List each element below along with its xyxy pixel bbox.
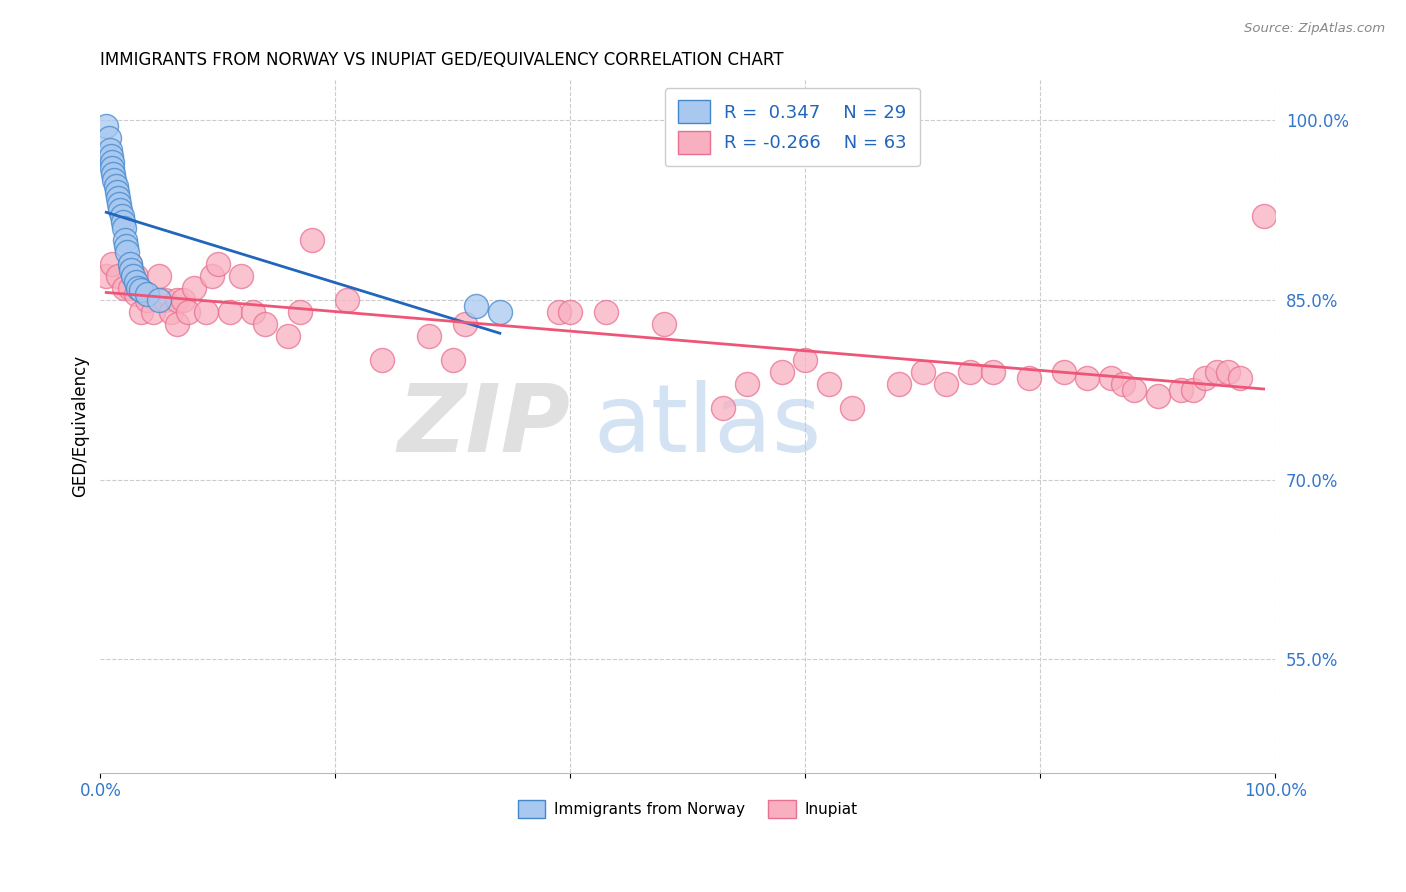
Point <box>166 293 188 307</box>
Point <box>1076 371 1098 385</box>
Point <box>935 376 957 391</box>
Point <box>105 186 128 200</box>
Point <box>177 305 200 319</box>
Point <box>104 179 127 194</box>
Point <box>166 317 188 331</box>
Point <box>142 305 165 319</box>
Point <box>110 209 132 223</box>
Point <box>118 281 141 295</box>
Point <box>120 263 142 277</box>
Point <box>97 131 120 145</box>
Legend: Immigrants from Norway, Inupiat: Immigrants from Norway, Inupiat <box>512 794 865 824</box>
Point <box>242 305 264 319</box>
Point <box>110 203 132 218</box>
Point <box>100 149 122 163</box>
Point <box>818 376 841 391</box>
Point <box>108 197 131 211</box>
Text: IMMIGRANTS FROM NORWAY VS INUPIAT GED/EQUIVALENCY CORRELATION CHART: IMMIGRANTS FROM NORWAY VS INUPIAT GED/EQ… <box>100 51 785 69</box>
Point <box>560 305 582 319</box>
Point <box>441 352 464 367</box>
Point <box>1147 389 1170 403</box>
Point <box>277 329 299 343</box>
Point <box>183 281 205 295</box>
Point <box>595 305 617 319</box>
Point <box>153 293 176 307</box>
Point <box>288 305 311 319</box>
Point <box>160 305 183 319</box>
Point <box>98 144 121 158</box>
Point <box>489 305 512 319</box>
Point <box>1053 365 1076 379</box>
Point <box>231 268 253 283</box>
Point <box>1253 209 1275 223</box>
Point <box>124 287 146 301</box>
Point <box>770 365 793 379</box>
Y-axis label: GED/Equivalency: GED/Equivalency <box>72 355 89 497</box>
Point <box>124 275 146 289</box>
Point <box>1123 383 1146 397</box>
Point <box>1111 376 1133 391</box>
Point <box>172 293 194 307</box>
Text: atlas: atlas <box>593 380 823 472</box>
Point <box>101 155 124 169</box>
Point <box>983 365 1005 379</box>
Point <box>114 233 136 247</box>
Point <box>96 268 118 283</box>
Point <box>371 352 394 367</box>
Point <box>148 268 170 283</box>
Point <box>107 191 129 205</box>
Text: ZIP: ZIP <box>398 380 571 472</box>
Point <box>453 317 475 331</box>
Point <box>112 221 135 235</box>
Text: Source: ZipAtlas.com: Source: ZipAtlas.com <box>1244 22 1385 36</box>
Point <box>465 299 488 313</box>
Point <box>117 245 139 260</box>
Point <box>96 120 118 134</box>
Point <box>1218 365 1240 379</box>
Point <box>101 161 124 176</box>
Point <box>118 257 141 271</box>
Point <box>107 268 129 283</box>
Point <box>1182 383 1205 397</box>
Point <box>889 376 911 391</box>
Point <box>136 293 159 307</box>
Point <box>101 257 124 271</box>
Point <box>1018 371 1040 385</box>
Point <box>1170 383 1192 397</box>
Point <box>1194 371 1216 385</box>
Point <box>301 233 323 247</box>
Point <box>131 305 153 319</box>
Point <box>1099 371 1122 385</box>
Point <box>336 293 359 307</box>
Point <box>547 305 569 319</box>
Point <box>1229 371 1251 385</box>
Point <box>1205 365 1227 379</box>
Point <box>201 268 224 283</box>
Point <box>136 287 159 301</box>
Point <box>148 293 170 307</box>
Point <box>735 376 758 391</box>
Point <box>218 305 240 319</box>
Point <box>103 167 125 181</box>
Point <box>195 305 218 319</box>
Point <box>103 173 125 187</box>
Point <box>118 257 141 271</box>
Point <box>711 401 734 415</box>
Point <box>112 281 135 295</box>
Point <box>959 365 981 379</box>
Point <box>207 257 229 271</box>
Point <box>127 281 149 295</box>
Point <box>124 268 146 283</box>
Point <box>654 317 676 331</box>
Point <box>111 215 134 229</box>
Point <box>253 317 276 331</box>
Point <box>911 365 934 379</box>
Point <box>418 329 440 343</box>
Point <box>794 352 817 367</box>
Point <box>131 284 153 298</box>
Point <box>115 239 138 253</box>
Point <box>841 401 863 415</box>
Point <box>122 268 145 283</box>
